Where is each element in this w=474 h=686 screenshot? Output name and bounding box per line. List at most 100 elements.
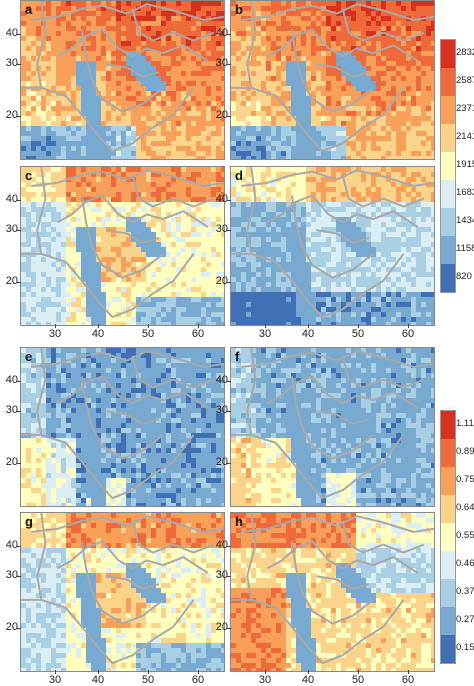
x-tick-label: 40 — [88, 328, 108, 340]
y-tick-mark — [17, 64, 21, 65]
map-panel-h: h — [230, 512, 435, 672]
y-tick-mark — [227, 576, 231, 577]
map-raster-f — [231, 348, 434, 506]
legend-label: 820 — [456, 271, 472, 282]
x-tick-label: 60 — [398, 674, 418, 686]
legend-label: 2587 — [456, 75, 474, 86]
legend-label: 1.11 — [456, 418, 474, 429]
map-raster-h — [231, 513, 434, 671]
y-tick-mark — [17, 576, 21, 577]
y-tick-label: 40 — [208, 539, 228, 551]
map-panel-e: e — [20, 347, 225, 507]
y-tick-mark — [17, 230, 21, 231]
panel-label-f: f — [235, 349, 239, 364]
y-tick-mark — [17, 628, 21, 629]
legend-bottom — [440, 410, 456, 664]
y-tick-mark — [17, 411, 21, 412]
panel-label-c: c — [25, 168, 32, 183]
legend-label: 0.89 — [456, 446, 474, 457]
legend-swatch — [441, 467, 455, 495]
panel-label-b: b — [235, 2, 243, 17]
x-tick-label: 40 — [88, 674, 108, 686]
legend-swatch — [441, 523, 455, 551]
panel-label-h: h — [235, 514, 243, 529]
y-tick-mark — [227, 546, 231, 547]
y-tick-label: 20 — [208, 621, 228, 633]
y-tick-label: 20 — [208, 275, 228, 287]
y-tick-label: 30 — [0, 404, 18, 416]
map-raster-b — [231, 1, 434, 159]
y-tick-label: 40 — [208, 27, 228, 39]
y-tick-label: 30 — [0, 223, 18, 235]
y-tick-label: 40 — [0, 374, 18, 386]
y-tick-mark — [17, 200, 21, 201]
y-tick-mark — [17, 34, 21, 35]
legend-label: 1915 — [456, 159, 474, 170]
legend-label: 1683 — [456, 187, 474, 198]
x-tick-label: 60 — [188, 674, 208, 686]
x-tick-label: 30 — [255, 328, 275, 340]
map-panel-f: f — [230, 347, 435, 507]
y-tick-label: 20 — [0, 275, 18, 287]
y-tick-mark — [227, 200, 231, 201]
y-tick-mark — [227, 230, 231, 231]
legend-swatch — [441, 180, 455, 208]
x-tick-label: 60 — [188, 328, 208, 340]
map-panel-g: g — [20, 512, 225, 672]
legend-label: 0.46 — [456, 558, 474, 569]
x-tick-label: 50 — [138, 328, 158, 340]
legend-swatch — [441, 208, 455, 236]
legend-swatch — [441, 152, 455, 180]
map-panel-c: c — [20, 166, 225, 326]
map-panel-a: a — [20, 0, 225, 160]
y-tick-mark — [227, 64, 231, 65]
x-tick-label: 50 — [138, 674, 158, 686]
map-panel-b: b — [230, 0, 435, 160]
map-raster-a — [21, 1, 224, 159]
legend-swatch — [441, 411, 455, 439]
y-tick-label: 30 — [0, 569, 18, 581]
y-tick-label: 20 — [208, 456, 228, 468]
map-raster-g — [21, 513, 224, 671]
y-tick-label: 20 — [0, 621, 18, 633]
y-tick-mark — [17, 546, 21, 547]
legend-label: 0.55 — [456, 530, 474, 541]
legend-label: 0.75 — [456, 474, 474, 485]
legend-swatch — [441, 579, 455, 607]
x-tick-label: 40 — [298, 674, 318, 686]
legend-swatch — [441, 635, 455, 663]
legend-label: 0.64 — [456, 502, 474, 513]
map-raster-c — [21, 167, 224, 325]
y-tick-label: 30 — [208, 404, 228, 416]
legend-label: 2371 — [456, 103, 474, 114]
y-tick-label: 40 — [208, 193, 228, 205]
legend-swatch — [441, 264, 455, 292]
legend-label: 0.27 — [456, 614, 474, 625]
y-tick-mark — [227, 628, 231, 629]
map-raster-e — [21, 348, 224, 506]
panel-label-g: g — [25, 514, 33, 529]
legend-swatch — [441, 96, 455, 124]
legend-swatch — [441, 124, 455, 152]
y-tick-label: 30 — [0, 57, 18, 69]
y-tick-mark — [17, 282, 21, 283]
legend-top — [440, 39, 456, 293]
x-tick-label: 30 — [45, 328, 65, 340]
panel-label-e: e — [25, 349, 32, 364]
y-tick-label: 40 — [208, 374, 228, 386]
panel-label-d: d — [235, 168, 243, 183]
map-panel-d: d — [230, 166, 435, 326]
legend-label: 1158 — [456, 243, 474, 254]
y-tick-label: 20 — [208, 109, 228, 121]
legend-swatch — [441, 68, 455, 96]
legend-swatch — [441, 439, 455, 467]
x-tick-label: 40 — [298, 328, 318, 340]
x-tick-label: 30 — [255, 674, 275, 686]
legend-swatch — [441, 607, 455, 635]
y-tick-label: 20 — [0, 456, 18, 468]
panel-label-a: a — [25, 2, 32, 17]
y-tick-mark — [17, 381, 21, 382]
x-tick-label: 30 — [45, 674, 65, 686]
